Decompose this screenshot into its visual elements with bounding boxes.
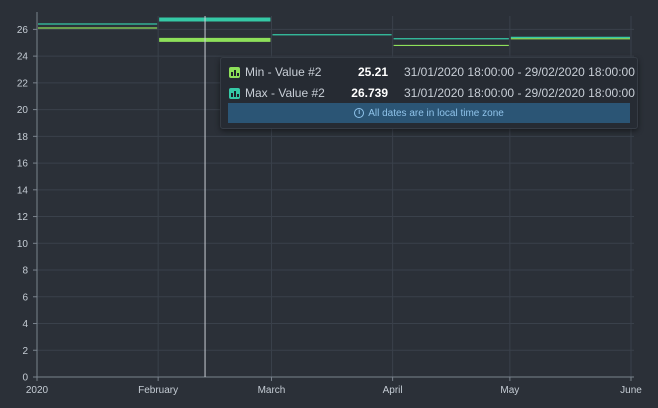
y-tick-label: 14 <box>17 185 29 196</box>
y-tick-label: 6 <box>22 292 28 303</box>
y-tick-label: 26 <box>17 25 29 36</box>
x-tick-label: 2020 <box>26 385 49 396</box>
y-tick-label: 22 <box>17 78 29 89</box>
y-tick-label: 20 <box>17 105 29 116</box>
x-tick-label: March <box>258 385 286 396</box>
timezone-note-text: All dates are in local time zone <box>368 107 504 119</box>
tooltip-series-value: 25.21 <box>357 65 388 79</box>
x-tick-label: May <box>500 385 519 396</box>
tooltip-date-range: 31/01/2020 18:00:00 - 29/02/2020 18:00:0… <box>404 86 635 100</box>
x-tick-label: April <box>383 385 403 396</box>
y-tick-label: 0 <box>22 373 28 384</box>
timezone-note: i All dates are in local time zone <box>228 103 630 123</box>
x-tick-label: February <box>138 385 178 396</box>
info-icon: i <box>354 108 365 118</box>
tooltip-series-value: 26.739 <box>351 86 388 100</box>
x-tick-label: June <box>620 385 642 396</box>
bar-chart-icon <box>229 66 240 78</box>
tooltip: Min - Value #2 25.21 31/01/2020 18:00:00… <box>220 57 638 129</box>
y-tick-label: 10 <box>17 239 29 250</box>
y-tick-label: 16 <box>17 159 29 170</box>
tooltip-series-name: Max - Value #2 <box>245 86 325 100</box>
tooltip-series-name: Min - Value #2 <box>245 65 322 79</box>
tooltip-row-max: Max - Value #2 26.739 31/01/2020 18:00:0… <box>229 85 635 101</box>
y-tick-label: 12 <box>17 212 29 223</box>
series-lines <box>38 17 630 47</box>
y-tick-label: 8 <box>22 266 28 277</box>
tooltip-row-min: Min - Value #2 25.21 31/01/2020 18:00:00… <box>229 64 635 80</box>
y-tick-label: 24 <box>17 52 29 63</box>
grid-lines <box>37 16 634 377</box>
y-tick-label: 18 <box>17 132 29 143</box>
y-tick-label: 2 <box>22 346 28 357</box>
bar-chart-icon <box>229 87 240 99</box>
tooltip-date-range: 31/01/2020 18:00:00 - 29/02/2020 18:00:0… <box>404 65 635 79</box>
y-tick-label: 4 <box>22 319 28 330</box>
